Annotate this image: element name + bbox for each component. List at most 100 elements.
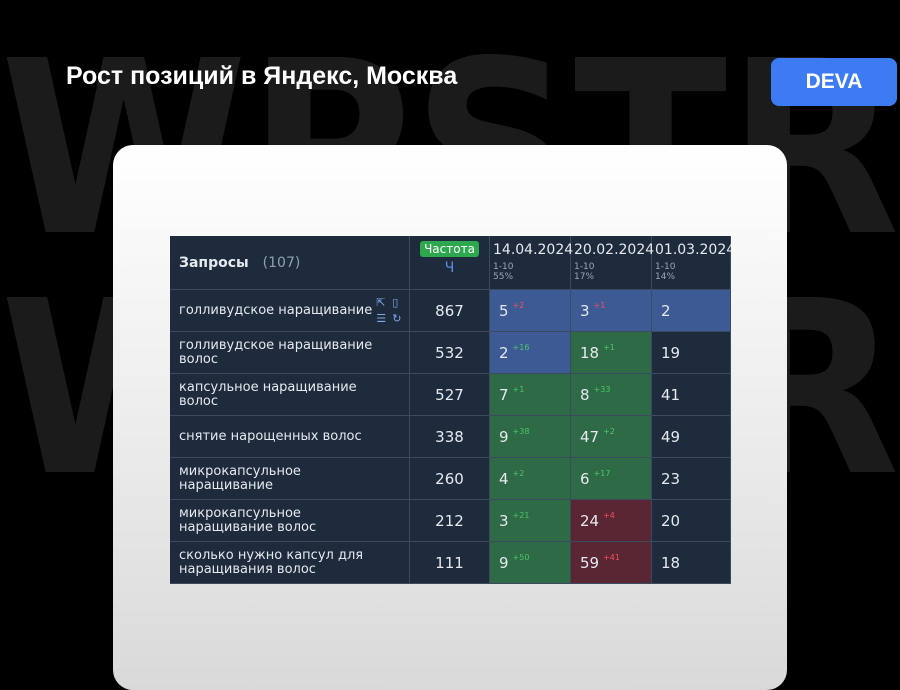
position-change: +41 [603,553,620,562]
range: 1-10 [655,262,676,272]
position: 23 [661,469,681,488]
icon-button[interactable]: ↻ [392,311,402,325]
position-cell: 20 [652,500,731,542]
position-change: +50 [512,553,530,562]
share: 55% [493,272,514,282]
position-cell: 3 +1 [571,290,652,332]
position: 24 [580,511,600,530]
position-cell: 2 [652,290,731,332]
query-cell: микрокапсульное наращивание [170,458,410,500]
date: 14.04.2024 [493,242,574,258]
position-change: +38 [512,427,530,436]
position-change: +16 [512,343,530,352]
frequency: 212 [410,500,490,542]
position: 9 [499,427,509,446]
position-cell: 7 +1 [490,374,571,416]
query-cell: голливудское наращивание волос [170,332,410,374]
position-change: +2 [512,469,525,478]
position-change: +17 [593,469,611,478]
frequency: 867 [410,290,490,332]
frequency-badge[interactable]: Частота [420,241,479,257]
frequency: 260 [410,458,490,500]
query-header: Запросы [179,254,249,271]
position-cell: 18 +1 [571,332,652,374]
page: WPSTRWPSTR Рост позиций в Яндекс, Москва… [0,9,900,690]
date-header: 20.02.2024 1-10 17% [571,236,655,290]
query: снятие нарощенных волос [179,428,362,444]
position-cell: 41 [652,374,731,416]
position-cell: 3 +21 [490,500,571,542]
query-cell: голливудское наращивание ⇱ ▯ ☰ ↻ [170,290,410,332]
icon-button[interactable]: ▯ [392,295,399,309]
header-cell: Запросы (107) [170,236,410,290]
position-change: +4 [603,511,615,520]
row-icons: ⇱ ▯ ☰ ↻ [376,296,406,326]
query: капсульное наращивание волос [179,379,357,409]
header-cell: Частота Ч [410,236,490,290]
position-cell: 4 +2 [490,458,571,500]
position: 20 [661,511,681,530]
position: 18 [580,343,600,362]
position: 5 [499,301,509,320]
position-cell: 5 +2 [490,290,571,332]
position-change: +1 [593,301,606,310]
position: 2 [661,301,671,320]
position: 18 [661,553,681,572]
badge[interactable]: DEVA [771,58,897,106]
position-cell: 59 +41 [571,542,652,584]
query: сколько нужно капсул для наращивания вол… [179,547,364,577]
query: голливудское наращивание [179,302,373,318]
position-cell: 19 [652,332,731,374]
position-change: +21 [512,511,530,520]
date: 01.03.2024 [655,242,731,258]
position: 4 [499,469,509,488]
position-cell: 9 +50 [490,542,571,584]
title: Рост позиций в Яндекс, Москва [66,62,458,90]
position: 47 [580,427,600,446]
icon-button[interactable]: ☰ [376,311,387,325]
icon-button[interactable]: ⇱ [376,295,386,309]
position-cell: 9 +38 [490,416,571,458]
frequency: 527 [410,374,490,416]
query-count: (107) [262,254,301,271]
frequency: 338 [410,416,490,458]
query-cell: сколько нужно капсул для наращивания вол… [170,542,410,584]
position: 2 [499,343,509,362]
position: 41 [661,385,681,404]
query-cell: снятие нарощенных волос [170,416,410,458]
position-change: +2 [603,427,615,436]
range: 1-10 [574,262,595,272]
query-cell: капсульное наращивание волос [170,374,410,416]
position: 9 [499,553,509,572]
position-change: +2 [512,301,525,310]
frequency: 532 [410,332,490,374]
position-cell: 49 [652,416,731,458]
query: микрокапсульное наращивание волос [179,505,317,535]
query: микрокапсульное наращивание [179,463,301,493]
position-change: +1 [512,385,525,394]
table: Запросы (107) Частота Ч 14.04.2024 1-10 55% 20.… [170,236,731,584]
position-cell: 2 +16 [490,332,571,374]
position-change: +1 [603,343,615,352]
share: 17% [574,272,595,282]
position-cell: 6 +17 [571,458,652,500]
position-cell: 23 [652,458,731,500]
position: 3 [499,511,509,530]
position: 59 [580,553,600,572]
date-header: 14.04.2024 1-10 55% [490,236,574,290]
share: 14% [655,272,676,282]
position: 8 [580,385,590,404]
query: голливудское наращивание волос [179,337,373,367]
frequency-type: Ч [444,260,455,276]
frequency: 111 [410,542,490,584]
query-cell: микрокапсульное наращивание волос [170,500,410,542]
date-header: 01.03.2024 1-10 14% [652,236,731,290]
position-cell: 8 +33 [571,374,652,416]
date: 20.02.2024 [574,242,655,258]
position: 19 [661,343,681,362]
position: 49 [661,427,681,446]
position-cell: 18 [652,542,731,584]
position-cell: 24 +4 [571,500,652,542]
position-cell: 47 +2 [571,416,652,458]
position: 3 [580,301,590,320]
